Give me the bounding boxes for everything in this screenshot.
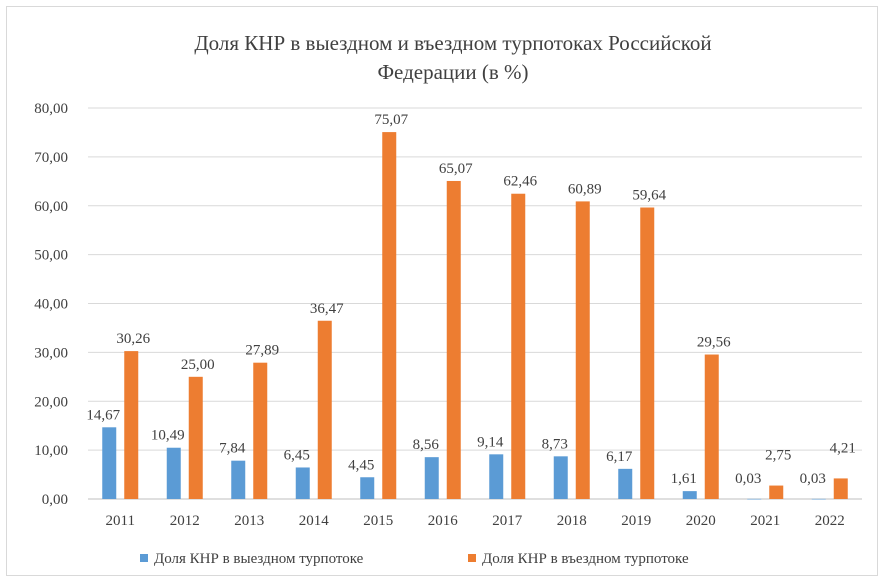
bar-outbound [102, 427, 117, 499]
data-label-outbound: 6,45 [284, 447, 310, 463]
bar-outbound [295, 467, 310, 499]
bar-inbound [188, 376, 203, 499]
bar-outbound [682, 491, 697, 499]
data-label-inbound: 60,89 [568, 181, 602, 197]
data-label-outbound: 7,84 [219, 441, 246, 457]
y-tick-label: 70,00 [34, 150, 68, 166]
legend: Доля КНР в выездном турпотоке Доля КНР в … [140, 551, 689, 567]
bar-outbound [618, 468, 633, 499]
legend-label-outbound: Доля КНР в выездном турпотоке [154, 551, 364, 567]
x-tick-label: 2019 [621, 513, 651, 529]
data-label-outbound: 8,56 [413, 437, 440, 453]
gridlines [88, 107, 862, 500]
bars: 14,67 30,26 10,49 25,00 7,84 27,89 6,45 36,47 4,… [86, 112, 856, 500]
bar-inbound [446, 180, 461, 499]
data-label-outbound: 10,49 [151, 428, 185, 444]
bar-outbound [553, 456, 568, 499]
chart-frame [6, 6, 878, 576]
bar-outbound [231, 460, 246, 499]
x-tick-label: 2020 [686, 513, 716, 529]
data-label-inbound: 75,07 [374, 112, 408, 128]
y-axis: 0,00 10,00 20,00 30,00 40,00 50,00 60,00 70,00 8… [34, 101, 68, 508]
bar-inbound [253, 362, 268, 499]
x-axis: 2011 2012 2013 2014 2015 2016 2017 2018 2019 2020… [106, 513, 845, 529]
data-label-outbound: 1,61 [671, 471, 697, 487]
x-tick-label: 2022 [815, 513, 845, 529]
data-label-outbound: 0,03 [800, 471, 826, 487]
x-tick-label: 2011 [106, 513, 135, 529]
x-tick-label: 2016 [428, 513, 459, 529]
x-tick-label: 2018 [557, 513, 587, 529]
data-label-inbound: 62,46 [503, 174, 537, 190]
bar-inbound [511, 193, 526, 499]
data-label-outbound: 9,14 [477, 434, 504, 450]
chart-title-line-1: Доля КНР в выездном и въездном турпотока… [194, 31, 711, 55]
bar-inbound [317, 320, 332, 499]
chart-title-line-2: Федерации (в %) [377, 60, 528, 84]
x-tick-label: 2017 [492, 513, 523, 529]
bar-outbound [360, 477, 375, 499]
x-tick-label: 2021 [750, 513, 780, 529]
bar-outbound [166, 447, 181, 499]
x-tick-label: 2014 [299, 513, 330, 529]
bar-inbound [769, 485, 784, 499]
data-label-inbound: 36,47 [310, 301, 344, 317]
bar-outbound [747, 498, 762, 500]
data-label-inbound: 59,64 [632, 188, 666, 204]
y-tick-label: 40,00 [34, 297, 68, 313]
bar-outbound [424, 457, 439, 499]
bar-inbound [575, 201, 590, 499]
data-label-outbound: 14,67 [86, 407, 120, 423]
x-tick-label: 2013 [234, 513, 264, 529]
data-label-outbound: 8,73 [542, 436, 568, 452]
legend-swatch-inbound [468, 554, 476, 562]
y-tick-label: 30,00 [34, 345, 68, 361]
x-tick-label: 2015 [363, 513, 393, 529]
data-label-inbound: 30,26 [116, 331, 150, 347]
data-label-inbound: 2,75 [765, 448, 791, 464]
data-label-outbound: 6,17 [606, 449, 633, 465]
bar-inbound [382, 132, 397, 499]
data-label-outbound: 0,03 [735, 471, 761, 487]
y-tick-label: 0,00 [42, 492, 68, 508]
data-label-inbound: 29,56 [697, 335, 731, 351]
bar-inbound [704, 354, 719, 499]
y-tick-label: 50,00 [34, 248, 68, 264]
y-tick-label: 60,00 [34, 199, 68, 215]
x-tick-label: 2012 [170, 513, 200, 529]
data-label-inbound: 27,89 [245, 343, 279, 359]
bar-outbound [811, 498, 826, 500]
data-label-inbound: 25,00 [181, 357, 215, 373]
y-tick-label: 80,00 [34, 101, 68, 117]
bar-inbound [833, 478, 848, 499]
data-label-inbound: 65,07 [439, 161, 473, 177]
y-tick-label: 20,00 [34, 394, 68, 410]
bar-inbound [640, 207, 655, 499]
legend-label-inbound: Доля КНР в въездном турпотоке [482, 551, 689, 567]
y-tick-label: 10,00 [34, 443, 68, 459]
bar-outbound [489, 454, 504, 499]
data-label-inbound: 4,21 [830, 440, 856, 456]
data-label-outbound: 4,45 [348, 457, 374, 473]
bar-inbound [124, 351, 139, 499]
legend-swatch-outbound [140, 554, 148, 562]
